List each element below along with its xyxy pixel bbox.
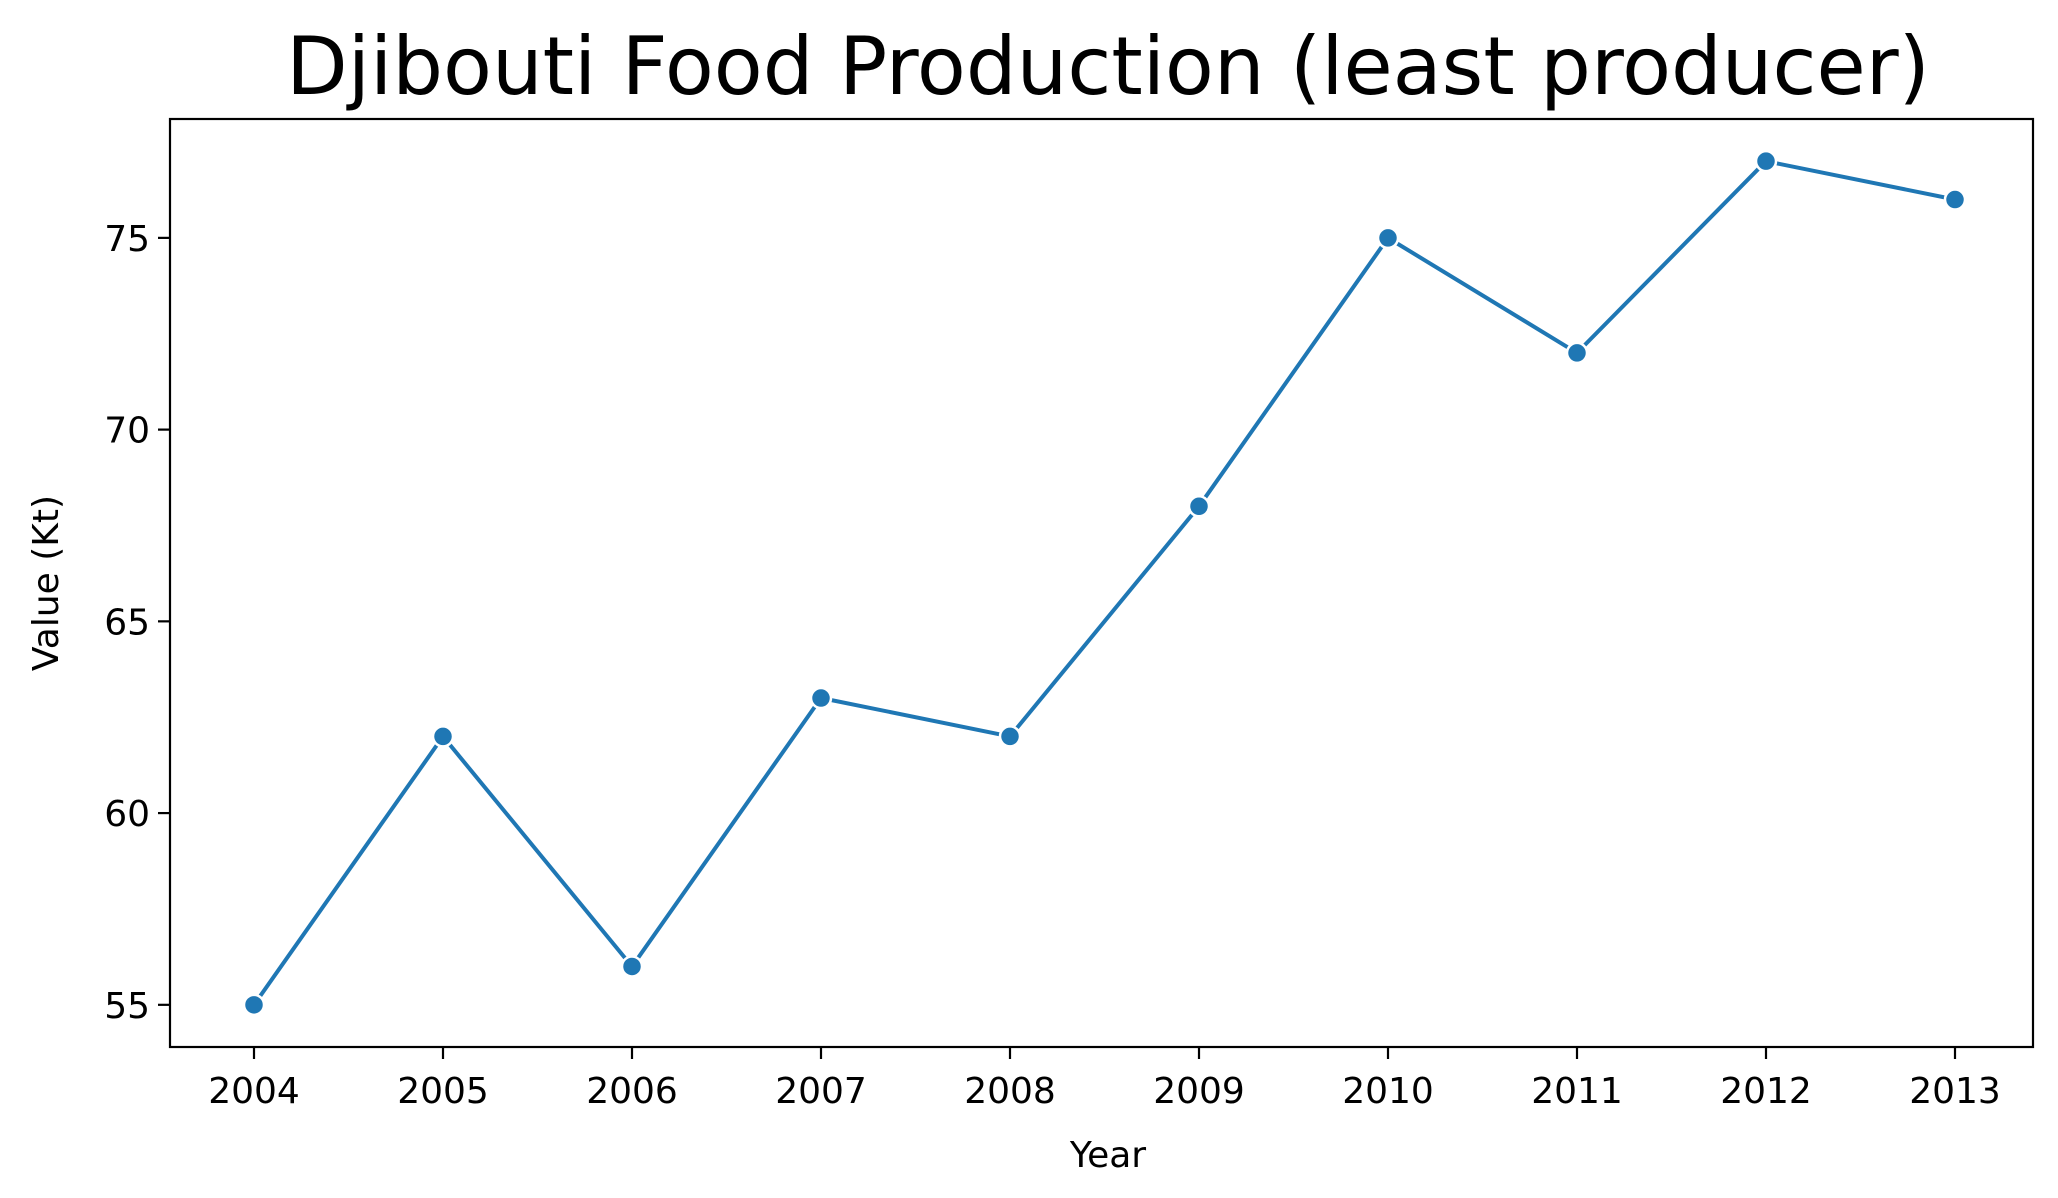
x-tick-label: 2009 bbox=[1153, 1071, 1245, 1112]
x-tick-label: 2011 bbox=[1531, 1071, 1623, 1112]
x-tick-label: 2013 bbox=[1909, 1071, 2001, 1112]
y-tick-label: 60 bbox=[104, 794, 150, 835]
x-tick-label: 2012 bbox=[1720, 1071, 1812, 1112]
y-tick-label: 75 bbox=[104, 219, 150, 260]
y-tick-label: 65 bbox=[104, 602, 150, 643]
x-axis: 2004 2005 2006 2007 2008 2009 2010 2011 2012 2013 bbox=[208, 1047, 2001, 1112]
data-point bbox=[433, 726, 453, 746]
x-tick-label: 2007 bbox=[775, 1071, 867, 1112]
data-point bbox=[811, 688, 831, 708]
series-line bbox=[254, 161, 1955, 1005]
data-point bbox=[1378, 228, 1398, 248]
series-layer bbox=[244, 151, 1965, 1015]
y-axis: 55 60 65 70 75 bbox=[104, 219, 170, 1027]
data-point bbox=[1000, 726, 1020, 746]
plot-frame bbox=[170, 119, 2033, 1047]
x-tick-label: 2008 bbox=[964, 1071, 1056, 1112]
x-tick-label: 2004 bbox=[208, 1071, 300, 1112]
data-point bbox=[1756, 151, 1776, 171]
data-point bbox=[244, 995, 264, 1015]
chart-title: Djibouti Food Production (least producer… bbox=[286, 20, 1930, 113]
y-tick-label: 55 bbox=[104, 986, 150, 1027]
x-tick-label: 2006 bbox=[586, 1071, 678, 1112]
y-tick-label: 70 bbox=[104, 411, 150, 452]
data-point bbox=[1567, 343, 1587, 363]
x-axis-label: Year bbox=[1069, 1135, 1146, 1176]
x-tick-label: 2010 bbox=[1342, 1071, 1434, 1112]
y-axis-label: Value (Kt) bbox=[26, 495, 67, 671]
data-point bbox=[1945, 190, 1965, 210]
x-tick-label: 2005 bbox=[397, 1071, 489, 1112]
data-point bbox=[1189, 496, 1209, 516]
data-point bbox=[622, 956, 642, 976]
